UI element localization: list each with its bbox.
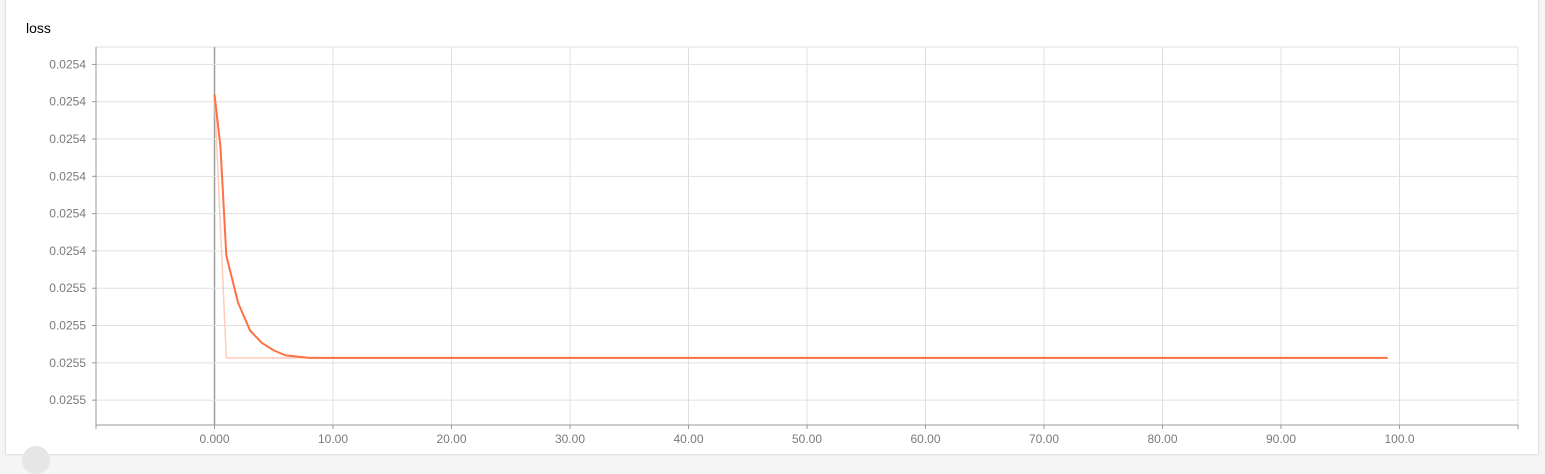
x-tick-label: 10.00: [318, 432, 348, 446]
chart-title: loss: [26, 20, 51, 36]
y-tick-label: 0.0254: [49, 57, 86, 71]
loss-line-chart[interactable]: 0.000 10.00 20.00 30.00 40.00 50.00 60.00 70.00…: [0, 0, 1545, 454]
smoothed-loss-line: [213, 94, 1388, 359]
y-tick-label: 0.0254: [49, 207, 86, 221]
x-tick-label: 90.00: [1266, 432, 1296, 446]
x-tick-label: 0.000: [199, 432, 229, 446]
x-tick-label: 40.00: [673, 432, 703, 446]
x-tick-label: 80.00: [1147, 432, 1177, 446]
x-tick-label: 20.00: [436, 432, 466, 446]
y-tick-label: 0.0254: [49, 244, 86, 258]
raw-loss-line: [213, 94, 1388, 359]
y-tick-label: 0.0254: [49, 132, 86, 146]
x-tick-label: 100.0: [1384, 432, 1414, 446]
y-tick-label: 0.0255: [49, 356, 86, 370]
y-tick-label: 0.0255: [49, 319, 86, 333]
expand-button[interactable]: [22, 446, 50, 474]
axes: [92, 47, 1519, 429]
x-tick-label: 30.00: [555, 432, 585, 446]
grid: [96, 46, 1519, 425]
x-tick-label: 70.00: [1029, 432, 1059, 446]
y-tick-label: 0.0254: [49, 95, 86, 109]
y-tick-label: 0.0255: [49, 281, 86, 295]
y-tick-label: 0.0255: [49, 393, 86, 407]
x-tick-label: 50.00: [792, 432, 822, 446]
tick-labels: 0.000 10.00 20.00 30.00 40.00 50.00 60.00 70.00…: [49, 57, 1415, 446]
chart-card: loss: [6, 0, 1538, 454]
x-tick-label: 60.00: [910, 432, 940, 446]
y-tick-label: 0.0254: [49, 169, 86, 183]
series: [213, 94, 1388, 359]
